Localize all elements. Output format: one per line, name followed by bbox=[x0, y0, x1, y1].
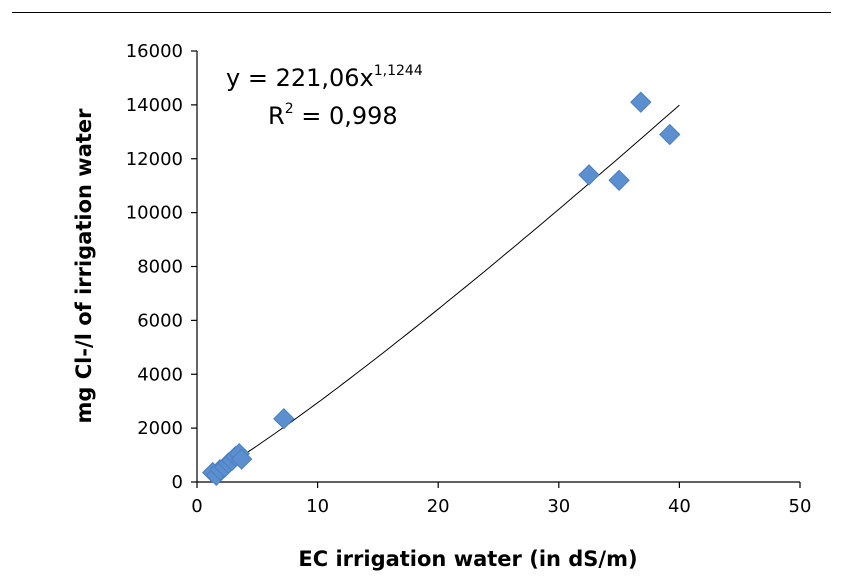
data-point bbox=[273, 407, 295, 430]
trendline-equation: y = 221,06x1,1244 bbox=[226, 63, 423, 92]
y-axis-title: mg Cl-/l of irrigation water bbox=[72, 108, 96, 424]
axes bbox=[191, 50, 801, 488]
trendline-group bbox=[216, 104, 680, 473]
x-tick-label: 30 bbox=[547, 496, 570, 517]
data-point bbox=[578, 164, 600, 186]
data-point bbox=[630, 91, 652, 113]
data-point bbox=[608, 169, 630, 192]
data-point bbox=[659, 123, 681, 146]
top-rule bbox=[12, 12, 831, 13]
y-tick-label: 4000 bbox=[137, 364, 183, 385]
x-tick-labels: 0 10 20 30 40 50 bbox=[191, 496, 811, 517]
x-tick-label: 20 bbox=[427, 496, 450, 517]
y-tick-label: 6000 bbox=[137, 310, 183, 331]
y-tick-label: 0 bbox=[172, 472, 183, 493]
trendline bbox=[216, 104, 680, 473]
data-points bbox=[201, 91, 681, 486]
y-tick-label: 16000 bbox=[126, 41, 183, 62]
y-tick-labels: 0 2000 4000 6000 8000 10000 12000 14000 16000 bbox=[126, 41, 183, 493]
data-point bbox=[230, 448, 253, 470]
x-tick-label: 50 bbox=[789, 496, 812, 517]
x-axis-title: EC irrigation water (in dS/m) bbox=[298, 547, 637, 571]
y-tick-label: 10000 bbox=[126, 203, 183, 224]
y-tick-label: 2000 bbox=[137, 418, 183, 439]
r-squared-label: R2 = 0,998 bbox=[268, 101, 398, 130]
x-tick-label: 0 bbox=[191, 496, 202, 517]
x-tick-label: 10 bbox=[306, 496, 329, 517]
x-tick-label: 40 bbox=[668, 496, 691, 517]
y-tick-label: 14000 bbox=[126, 95, 183, 116]
y-tick-label: 12000 bbox=[126, 149, 183, 170]
y-tick-label: 8000 bbox=[137, 257, 183, 278]
